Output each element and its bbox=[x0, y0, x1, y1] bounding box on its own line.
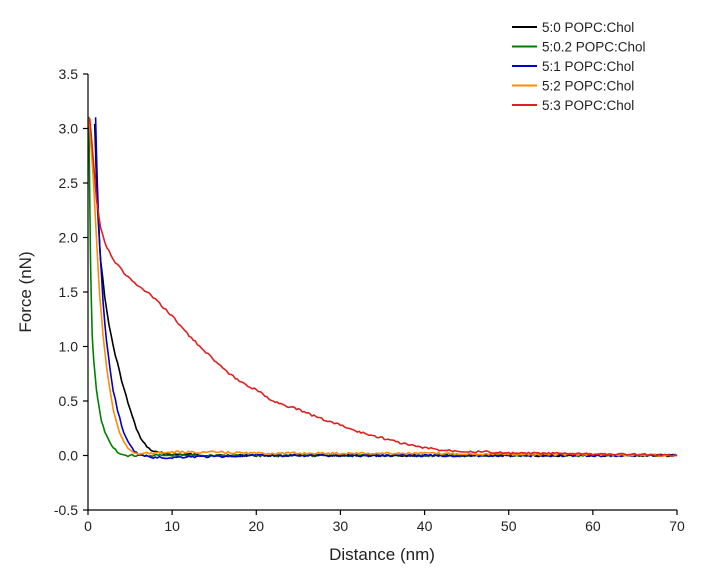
legend-label: 5:1 POPC:Chol bbox=[542, 59, 634, 74]
x-tick-label: 40 bbox=[417, 518, 433, 534]
legend-label: 5:3 POPC:Chol bbox=[542, 98, 634, 113]
series-line-1 bbox=[93, 123, 678, 458]
x-tick-label: 0 bbox=[84, 518, 92, 534]
y-axis-title: Force (nN) bbox=[16, 251, 35, 332]
series-line-3 bbox=[94, 117, 678, 460]
y-tick-label: 3.5 bbox=[59, 66, 79, 82]
series-line-5 bbox=[88, 118, 678, 457]
x-tick-label: 60 bbox=[585, 518, 601, 534]
series-line-4 bbox=[88, 117, 678, 458]
y-axis-ticks: -0.5 0.0 0.5 1.0 1.5 2.0 2.5 3.0 3.5 bbox=[54, 66, 88, 518]
y-tick-label: 1.5 bbox=[59, 284, 79, 300]
x-tick-label: 20 bbox=[248, 518, 264, 534]
x-axis-title: Distance (nm) bbox=[329, 545, 435, 564]
y-tick-label: 3.0 bbox=[59, 121, 79, 137]
x-tick-label: 50 bbox=[501, 518, 517, 534]
y-tick-label: 0.0 bbox=[59, 448, 79, 464]
y-tick-label: 0.5 bbox=[59, 393, 79, 409]
legend: 5:0 POPC:Chol 5:0.2 POPC:Chol 5:1 POPC:Cho… bbox=[512, 20, 646, 113]
y-tick-label: 2.5 bbox=[59, 175, 79, 191]
y-tick-label: 2.0 bbox=[59, 230, 79, 246]
x-tick-label: 70 bbox=[669, 518, 685, 534]
x-tick-label: 10 bbox=[164, 518, 180, 534]
legend-label: 5:2 POPC:Chol bbox=[542, 79, 634, 94]
x-tick-label: 30 bbox=[333, 518, 349, 534]
series-layer bbox=[88, 116, 678, 460]
series-line-2 bbox=[88, 116, 678, 458]
y-tick-label: 1.0 bbox=[59, 339, 79, 355]
x-axis-ticks: 0 10 20 30 40 50 60 70 bbox=[84, 510, 685, 534]
y-tick-label: -0.5 bbox=[54, 502, 78, 518]
legend-label: 5:0.2 POPC:Chol bbox=[542, 40, 646, 55]
legend-label: 5:0 POPC:Chol bbox=[542, 20, 634, 35]
